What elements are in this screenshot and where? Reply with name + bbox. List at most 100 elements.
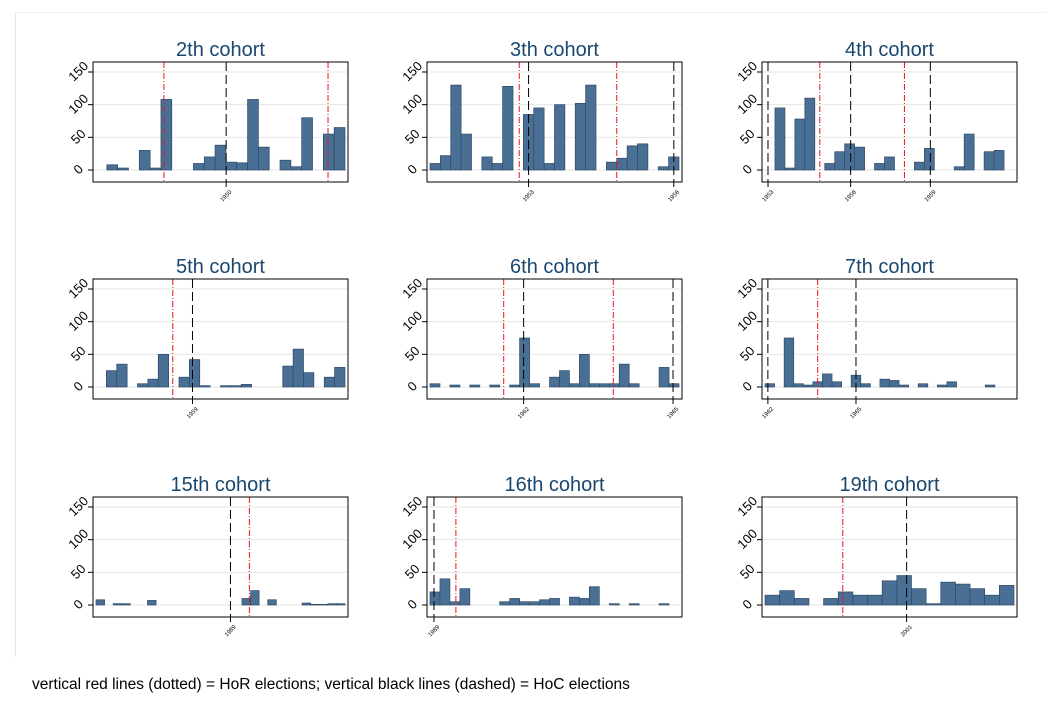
x-tick-label: 1965 (667, 406, 681, 420)
cohort-panel: 2th cohort 0 50 100 150 1950 (65, 39, 349, 203)
histogram-bar (898, 384, 910, 388)
histogram-bar (549, 376, 560, 388)
histogram-bar (220, 385, 232, 388)
histogram-bar (549, 598, 560, 606)
histogram-bar (519, 601, 530, 606)
y-tick-label: 100 (399, 91, 425, 117)
x-tick-label: 1956 (844, 189, 858, 203)
histogram-bar (489, 384, 501, 388)
y-tick-label: 150 (65, 493, 91, 519)
x-tick-label: 1989 (224, 624, 238, 638)
y-tick-label: 150 (734, 58, 760, 84)
y-tick-label: 0 (739, 378, 755, 394)
y-tick-label: 0 (739, 161, 755, 177)
histogram-bar (247, 99, 259, 171)
y-tick-label: 100 (399, 526, 425, 552)
cohort-panel: 7th cohort 0 50 100 150 1962 1965 (734, 256, 1018, 420)
y-tick-label: 150 (65, 58, 91, 84)
plot-frame (761, 496, 1018, 618)
histogram-bar (137, 383, 149, 388)
histogram-bar (333, 127, 346, 171)
y-tick-label: 100 (65, 308, 91, 334)
y-tick-label: 50 (402, 126, 423, 147)
histogram-bar (491, 163, 503, 171)
histogram-bar (193, 163, 205, 171)
histogram-bar (608, 383, 620, 388)
histogram-bar (230, 385, 242, 388)
histogram-bar (529, 601, 540, 606)
histogram-bar (925, 603, 942, 606)
histogram-bar (764, 594, 780, 606)
histogram-bar (860, 383, 871, 388)
histogram-bar (993, 150, 1005, 171)
histogram-bar (310, 603, 320, 606)
x-tick-label: 1989 (428, 624, 442, 638)
histogram-bar (429, 591, 441, 606)
histogram-bar (147, 378, 159, 388)
y-tick-label: 0 (404, 161, 420, 177)
cohort-panel: 16th cohort 0 50 100 150 1989 (399, 474, 683, 638)
x-tick-label: 1959 (186, 406, 200, 420)
histogram-bar (837, 591, 854, 606)
histogram-bar (911, 588, 927, 606)
histogram-bar (543, 163, 555, 171)
histogram-bar (138, 150, 151, 171)
histogram-bar (852, 594, 868, 606)
histogram-bar (569, 596, 580, 606)
histogram-bar (844, 143, 855, 171)
y-tick-label: 50 (68, 126, 89, 147)
histogram-bar (937, 384, 948, 388)
histogram-bar (214, 144, 227, 171)
plot-frame (92, 61, 349, 183)
histogram-bar (834, 151, 846, 171)
panel-title: 16th cohort (504, 474, 605, 496)
histogram-bar (983, 151, 995, 171)
histogram-bar (793, 383, 804, 388)
histogram-bar (318, 603, 329, 606)
histogram-bar (896, 575, 912, 606)
histogram-bar (279, 159, 292, 171)
histogram-bar (334, 367, 346, 388)
histogram-bar (322, 133, 335, 171)
histogram-bar (225, 161, 238, 171)
histogram-bar (502, 86, 514, 171)
histogram-bar (953, 166, 965, 171)
figure-footnote: vertical red lines (dotted) = HoR electi… (32, 676, 630, 693)
histogram-bar (626, 145, 638, 171)
histogram-bar (481, 156, 493, 171)
histogram-bar (579, 598, 590, 606)
histogram-bar (449, 384, 461, 388)
histogram-bar (292, 348, 304, 388)
x-tick-label: 1962 (761, 406, 775, 420)
histogram-bar (199, 385, 211, 388)
histogram-bar (440, 155, 452, 171)
y-tick-label: 0 (739, 596, 755, 612)
panel-title: 15th cohort (170, 474, 271, 496)
plot-frame (426, 496, 683, 618)
histogram-bar (914, 161, 925, 171)
histogram-bar (450, 84, 462, 171)
histogram-bar (618, 363, 630, 388)
histogram-bar (290, 166, 303, 171)
histogram-bar (499, 601, 511, 606)
panel-title: 4th cohort (845, 39, 934, 61)
histogram-bar (924, 148, 935, 171)
plot-frame (92, 278, 349, 400)
histogram-bar (606, 161, 618, 171)
y-tick-label: 100 (734, 526, 760, 552)
panel-title: 19th cohort (839, 474, 940, 496)
histogram-bar (160, 99, 173, 171)
histogram-bar (106, 164, 119, 171)
histogram-bar (874, 163, 885, 171)
histogram-bar (969, 588, 986, 606)
histogram-bar (783, 337, 795, 388)
histogram-bar (585, 84, 597, 171)
histogram-bar (236, 162, 248, 171)
histogram-bar (802, 384, 814, 388)
histogram-bar (955, 583, 971, 606)
cohort-panel: 15th cohort 0 50 100 150 1989 (65, 474, 349, 638)
histogram-bar (121, 603, 131, 606)
histogram-bar (784, 167, 796, 171)
